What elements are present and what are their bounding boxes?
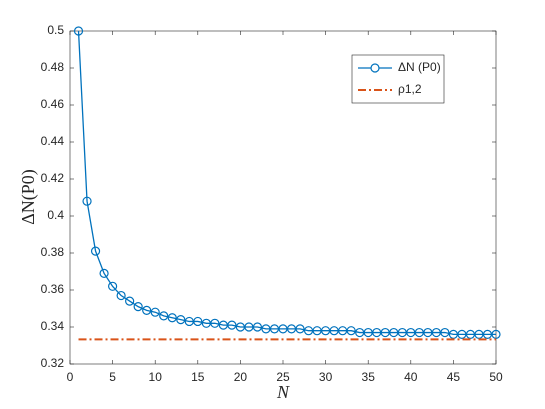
data-point [125, 296, 135, 306]
x-tick-label: 10 [149, 370, 163, 384]
data-point [107, 281, 118, 291]
data-point [116, 290, 126, 301]
data-point [176, 315, 186, 325]
y-tick-label: 0.46 [41, 97, 65, 111]
x-tick-label: 40 [404, 370, 418, 384]
data-point [227, 320, 237, 330]
data-point [90, 246, 101, 256]
x-tick-label: 20 [234, 370, 248, 384]
x-tick-label: 25 [276, 370, 290, 384]
data-point [193, 316, 203, 327]
data-point [440, 327, 450, 338]
y-tick-label: 0.38 [41, 245, 65, 259]
data-point [82, 196, 92, 206]
data-point [252, 322, 263, 332]
y-tick-label: 0.44 [41, 134, 65, 148]
x-tick-label: 15 [191, 370, 205, 384]
data-point [159, 311, 169, 321]
y-tick-label: 0.42 [41, 171, 65, 185]
legend-marker [370, 63, 380, 73]
data-point [150, 307, 160, 317]
data-point [346, 326, 356, 336]
x-tick-label: 50 [489, 370, 503, 384]
data-point [73, 26, 84, 36]
y-tick-label: 0.48 [41, 60, 65, 74]
legend-box [351, 54, 445, 104]
x-tick-label: 45 [447, 370, 461, 384]
data-point [133, 302, 143, 312]
legend-label: ΔN (P0) [398, 60, 441, 74]
legend-label: ρ1,2 [398, 82, 422, 96]
y-tick-label: 0.5 [47, 23, 64, 37]
x-tick-label: 35 [362, 370, 376, 384]
y-axis-label: ΔN(P0) [18, 169, 39, 225]
y-tick-label: 0.36 [41, 282, 65, 296]
x-tick-label: 5 [109, 370, 116, 384]
x-tick-label: 0 [67, 370, 74, 384]
y-tick-label: 0.4 [47, 208, 64, 222]
y-tick-label: 0.32 [41, 356, 65, 370]
data-point [142, 305, 152, 315]
data-point [167, 313, 177, 323]
y-tick-label: 0.34 [41, 319, 65, 333]
x-axis-label: N [276, 382, 290, 402]
data-point [491, 329, 501, 339]
data-point [99, 268, 109, 278]
x-tick-label: 30 [319, 370, 333, 384]
data-point [210, 318, 220, 328]
data-point [295, 324, 305, 334]
